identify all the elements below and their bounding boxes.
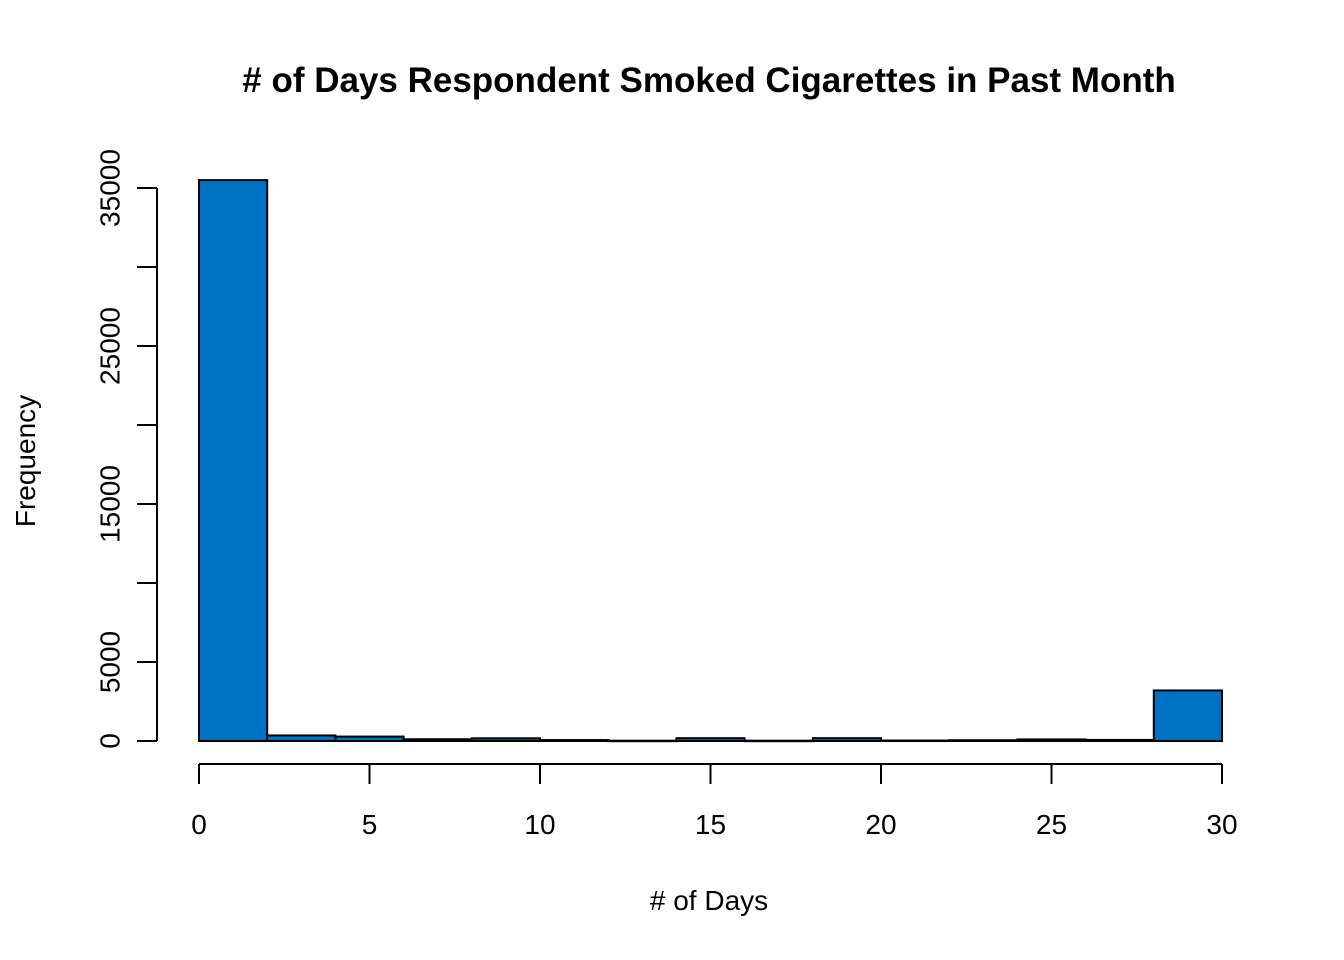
x-tick-label: 20 (865, 809, 896, 840)
histogram-bar (743, 739, 814, 743)
histogram-bar (334, 735, 405, 742)
x-tick-label: 0 (191, 809, 207, 840)
y-axis: 0 5000 15000 25000 35000 (95, 149, 158, 749)
bars-group (198, 179, 1224, 743)
y-tick-label: 5000 (95, 631, 126, 693)
histogram-bar (198, 179, 269, 743)
y-axis-label: Frequency (10, 395, 41, 527)
x-tick-label: 25 (1036, 809, 1067, 840)
x-tick-label: 5 (362, 809, 378, 840)
chart-title: # of Days Respondent Smoked Cigarettes i… (242, 61, 1176, 100)
histogram-bar (948, 739, 1019, 743)
histogram-bar (266, 734, 337, 742)
y-tick-label: 35000 (95, 149, 126, 227)
x-axis-label: # of Days (650, 885, 768, 916)
histogram-bar (811, 737, 882, 743)
x-tick-label: 30 (1206, 809, 1237, 840)
histogram-bar (470, 737, 541, 743)
y-tick-label: 15000 (95, 465, 126, 543)
histogram-bar (1152, 689, 1224, 743)
histogram-bar (539, 739, 610, 743)
histogram-bar (880, 739, 951, 743)
x-tick-label: 10 (524, 809, 555, 840)
x-tick-label: 15 (695, 809, 726, 840)
histogram-bar (1084, 738, 1155, 742)
histogram-bar (675, 737, 746, 743)
y-tick-label: 25000 (95, 307, 126, 385)
x-axis: 0 5 10 15 20 25 30 (191, 763, 1238, 840)
histogram-bar (402, 738, 473, 743)
histogram-bar (607, 739, 678, 743)
y-tick-label: 0 (95, 733, 126, 749)
histogram-bar (1016, 738, 1087, 742)
